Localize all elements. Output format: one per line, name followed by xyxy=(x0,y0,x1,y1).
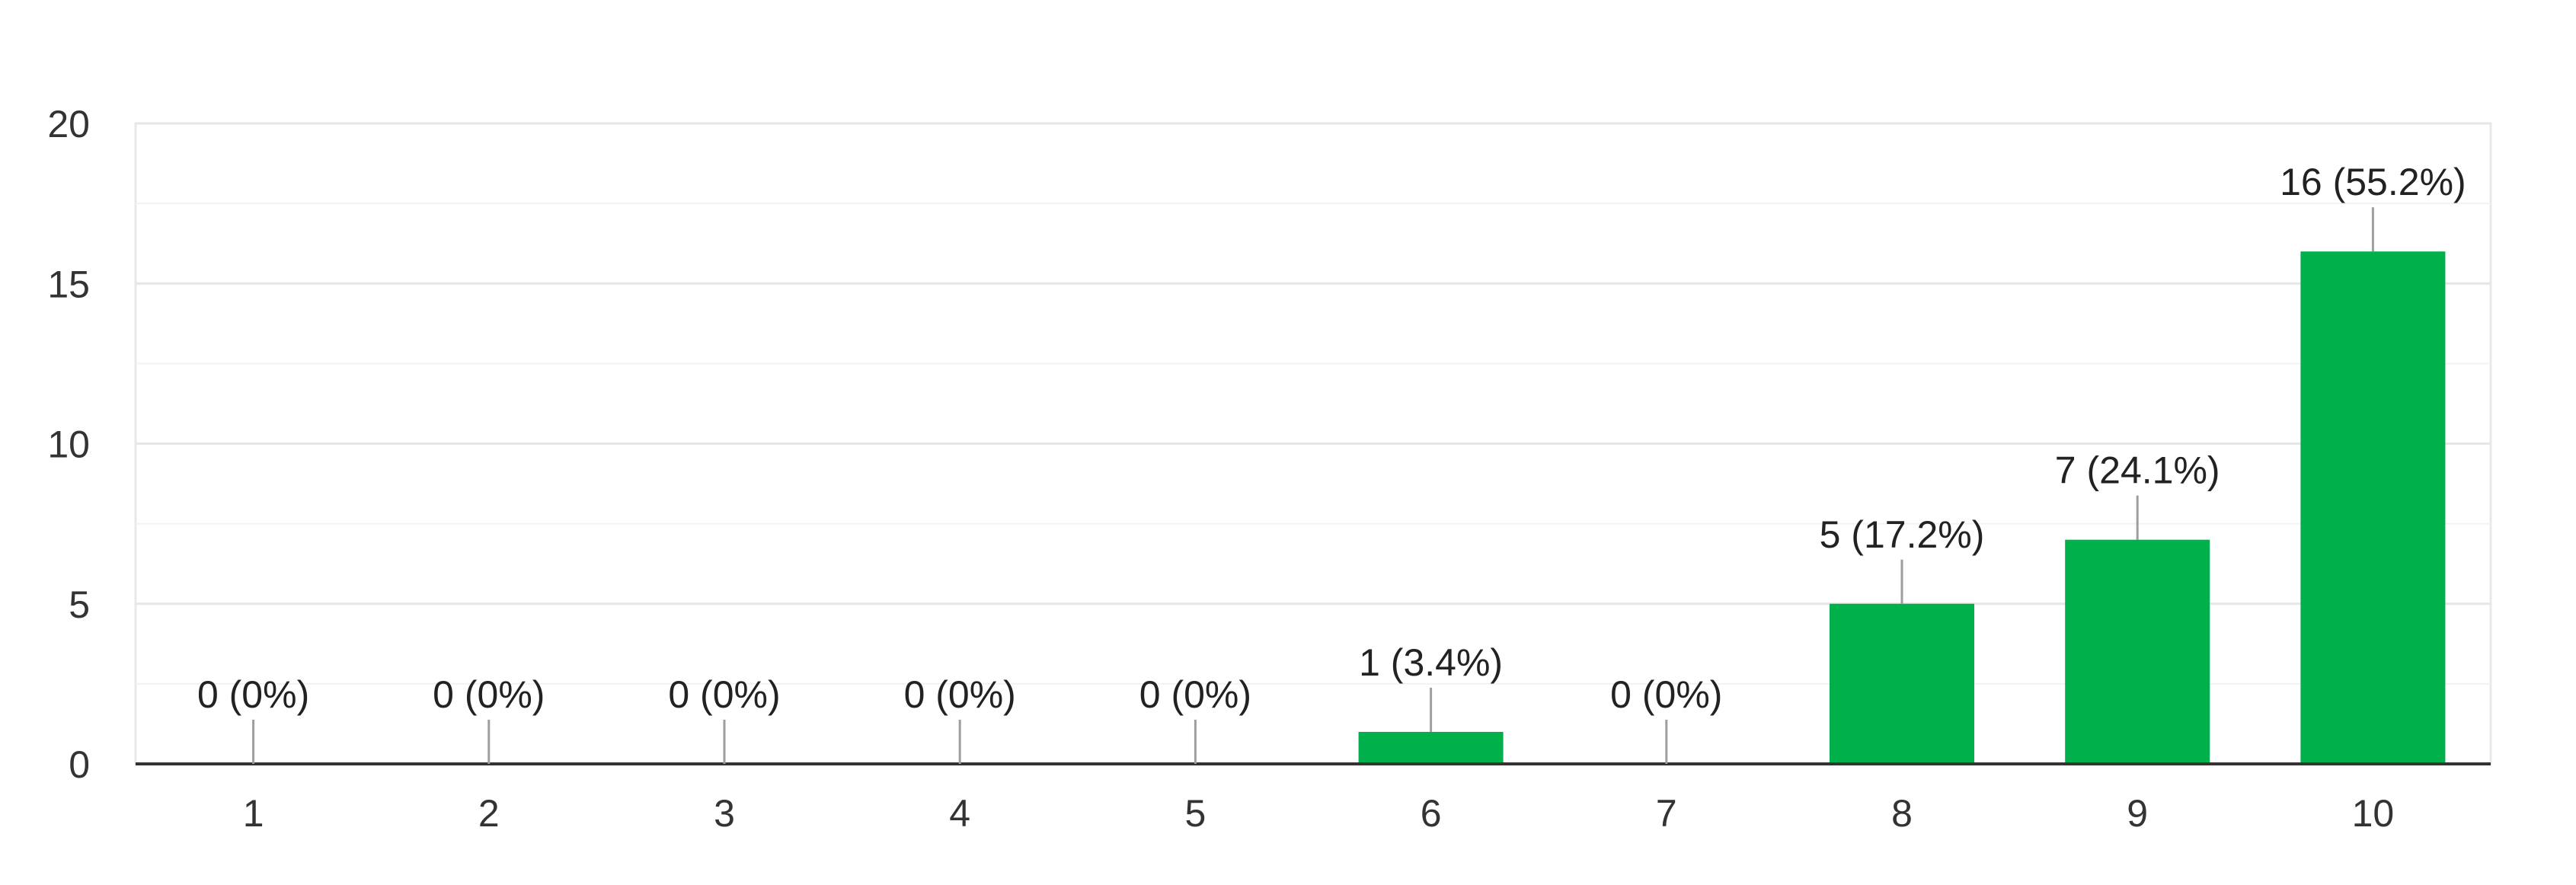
data-label: 0 (0%) xyxy=(1610,673,1722,716)
x-tick-label: 4 xyxy=(949,792,970,835)
x-tick-label: 8 xyxy=(1891,792,1913,835)
bar[interactable] xyxy=(1358,731,1504,764)
x-tick-label: 6 xyxy=(1421,792,1442,835)
data-label: 0 (0%) xyxy=(1139,673,1251,716)
x-tick-label: 5 xyxy=(1184,792,1206,835)
y-tick-label: 5 xyxy=(69,583,90,626)
data-label: 5 (17.2%) xyxy=(1820,513,1985,556)
y-tick-label: 20 xyxy=(47,103,90,145)
y-tick-label: 10 xyxy=(47,423,90,466)
axis-layer: 0 5 10 15 20 1 2 3 4 5 6 7 8 9 10 xyxy=(47,103,2491,835)
data-label: 16 (55.2%) xyxy=(2280,161,2466,203)
x-tick-label: 9 xyxy=(2127,792,2148,835)
data-label: 7 (24.1%) xyxy=(2055,449,2220,492)
x-tick-label: 10 xyxy=(2352,792,2395,835)
bar[interactable] xyxy=(1830,603,1974,764)
data-label: 0 (0%) xyxy=(197,673,309,716)
y-tick-label: 0 xyxy=(69,743,90,786)
x-tick-label: 1 xyxy=(243,792,264,835)
data-label: 0 (0%) xyxy=(904,673,1016,716)
bars-layer xyxy=(1358,251,2446,764)
labels-layer: 0 (0%) 0 (0%) 0 (0%) 0 (0%) 0 (0%) 1 (3.4%) 0 … xyxy=(197,161,2466,764)
bar[interactable] xyxy=(2065,539,2210,764)
x-tick-label: 3 xyxy=(714,792,735,835)
x-tick-label: 2 xyxy=(478,792,500,835)
data-label: 0 (0%) xyxy=(668,673,780,716)
y-tick-label: 15 xyxy=(47,263,90,305)
data-label: 0 (0%) xyxy=(433,673,545,716)
bar[interactable] xyxy=(2300,251,2446,764)
data-label: 1 (3.4%) xyxy=(1359,641,1503,684)
x-tick-label: 7 xyxy=(1656,792,1677,835)
